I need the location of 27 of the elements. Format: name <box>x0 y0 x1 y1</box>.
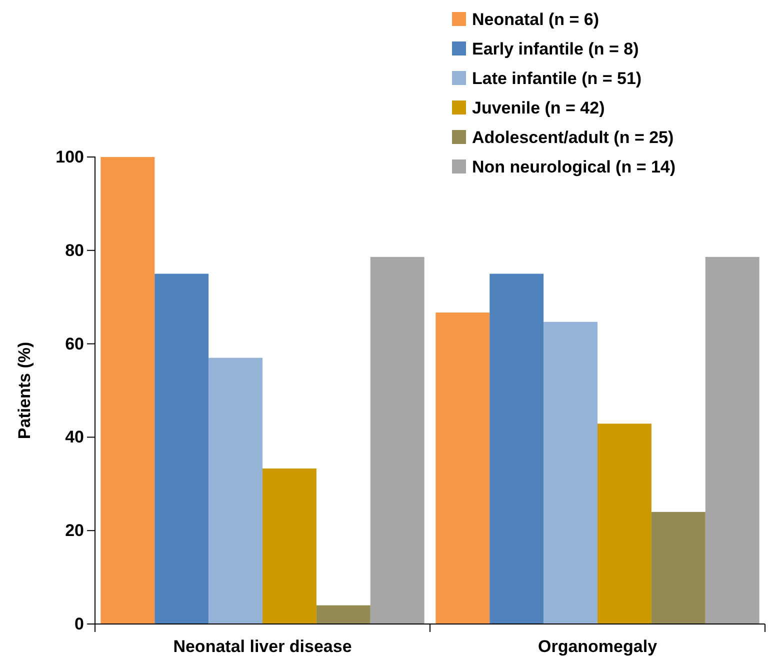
y-tick-label: 60 <box>65 334 84 354</box>
legend-label: Juvenile (n = 42) <box>472 98 605 118</box>
legend-label: Adolescent/adult (n = 25) <box>472 128 674 147</box>
bar <box>154 274 209 624</box>
bar <box>598 424 652 624</box>
x-tick-label: Organomegaly <box>538 637 658 656</box>
bar <box>100 157 155 624</box>
bar <box>490 274 544 624</box>
bar <box>544 322 598 624</box>
bar <box>262 468 316 624</box>
legend-label: Non neurological (n = 14) <box>472 158 676 176</box>
bar <box>705 256 760 624</box>
legend-label: Late infantile (n = 51) <box>472 69 642 88</box>
bar <box>436 312 490 624</box>
bar <box>316 605 370 624</box>
y-tick-label: 20 <box>65 521 84 540</box>
y-tick-label: 80 <box>65 240 84 260</box>
bar <box>208 358 262 624</box>
y-tick-label: 40 <box>65 428 84 447</box>
y-tick-label: 0 <box>74 614 84 634</box>
y-tick-label: 100 <box>56 147 84 166</box>
bar <box>370 256 424 624</box>
legend-label: Early infantile (n = 8) <box>472 40 639 58</box>
y-axis-title: Patients (%) <box>15 342 34 440</box>
legend-label: Neonatal (n = 6) <box>472 10 600 29</box>
bar <box>651 512 706 624</box>
x-tick-label: Neonatal liver disease <box>173 637 352 656</box>
